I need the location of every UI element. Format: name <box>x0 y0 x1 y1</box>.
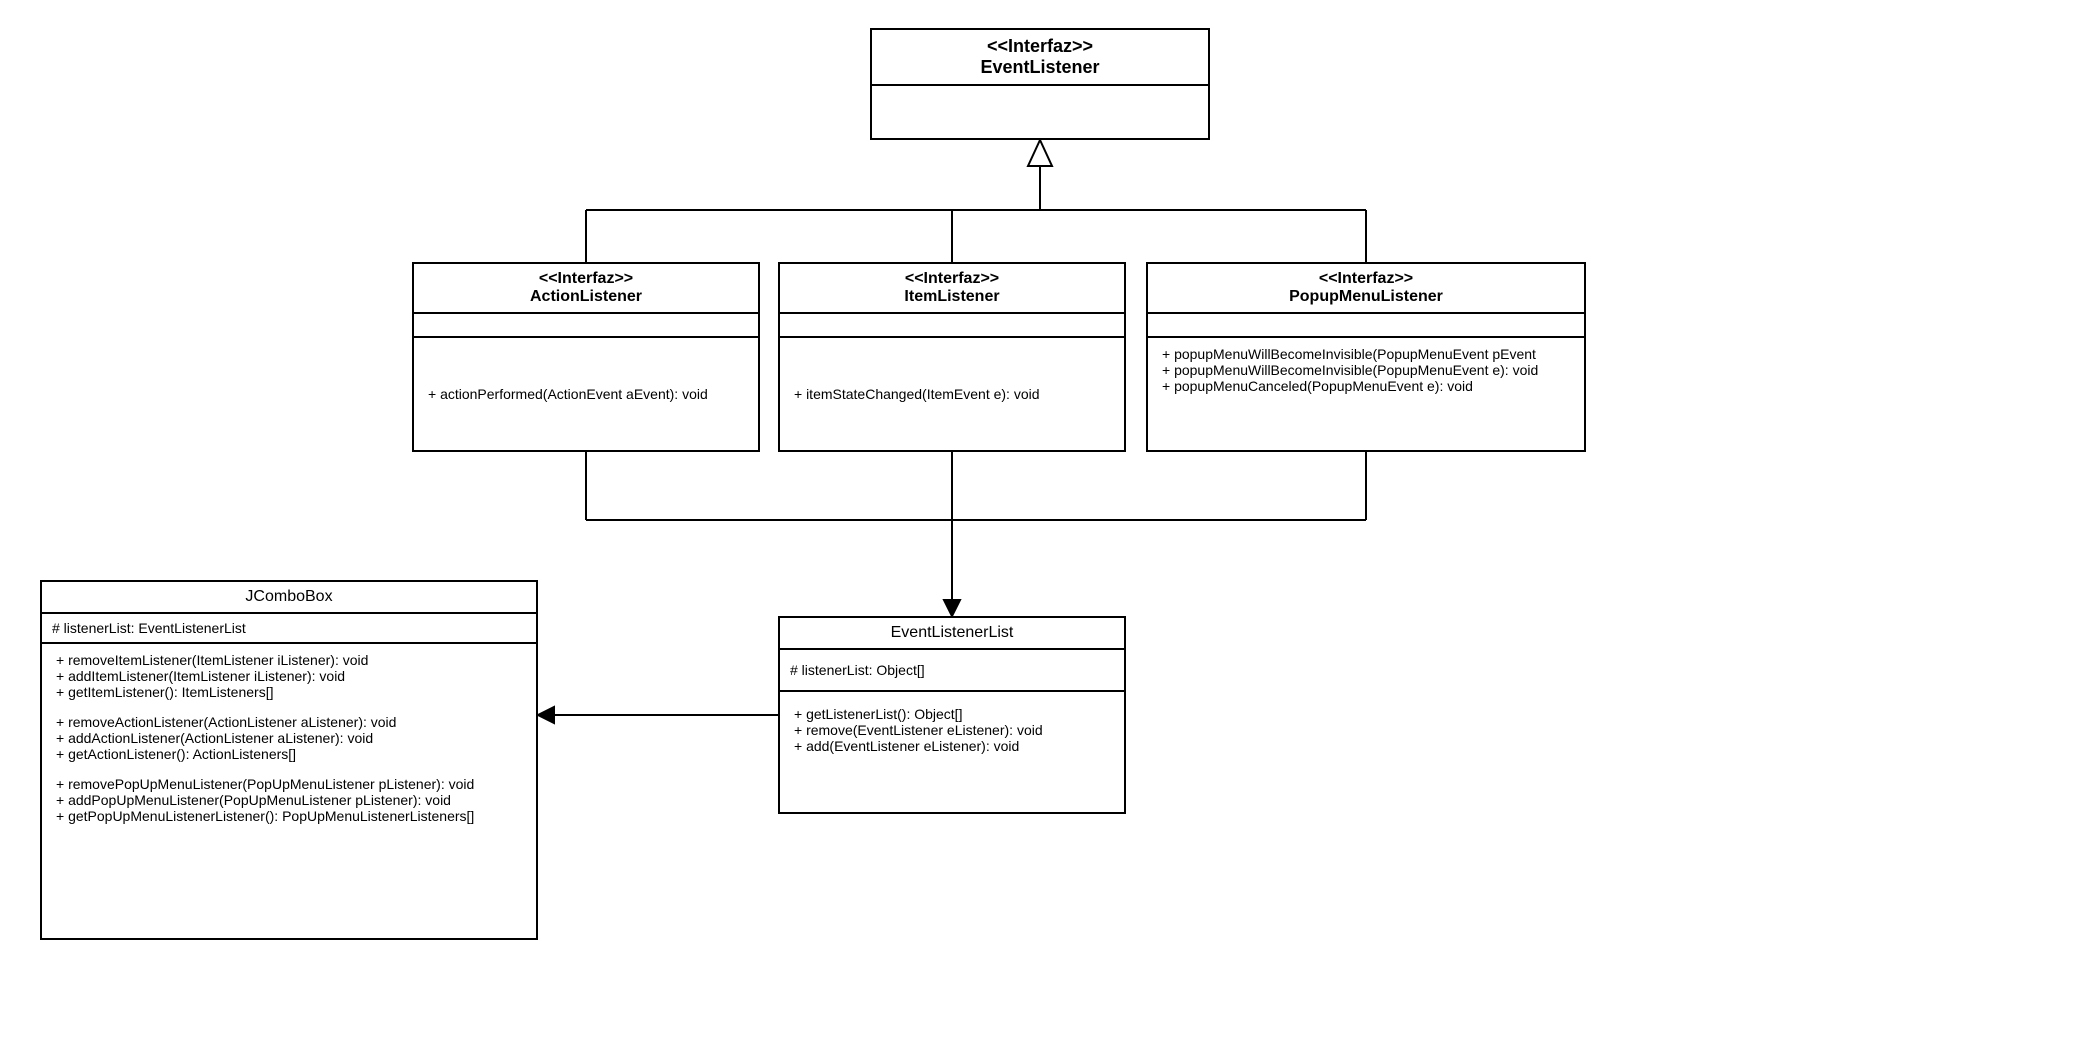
generalization-edges <box>586 140 1366 262</box>
attr-row: # listenerList: EventListenerList <box>52 620 526 636</box>
node-event-listener-list: EventListenerList # listenerList: Object… <box>778 616 1126 814</box>
listeners-to-list-edges <box>586 452 1366 616</box>
op-row: + actionPerformed(ActionEvent aEvent): v… <box>428 386 744 402</box>
op-row: + getPopUpMenuListenerListener(): PopUpM… <box>56 808 522 824</box>
op-row: + add(EventListener eListener): void <box>794 738 1110 754</box>
node-attrs <box>780 314 1124 338</box>
op-row: + addItemListener(ItemListener iListener… <box>56 668 522 684</box>
node-ops: + removeItemListener(ItemListener iListe… <box>42 644 536 938</box>
op-row: + removeItemListener(ItemListener iListe… <box>56 652 522 668</box>
node-header: <<Interfaz>> PopupMenuListener <box>1148 264 1584 314</box>
op-row: + itemStateChanged(ItemEvent e): void <box>794 386 1110 402</box>
class-name: ItemListener <box>788 288 1116 306</box>
op-row: + popupMenuWillBecomeInvisible(PopupMenu… <box>1162 362 1570 378</box>
stereotype-label: <<Interfaz>> <box>422 270 750 288</box>
op-row: + addActionListener(ActionListener aList… <box>56 730 522 746</box>
node-ops: + itemStateChanged(ItemEvent e): void <box>780 338 1124 450</box>
node-attrs <box>414 314 758 338</box>
class-name: EventListener <box>880 57 1200 78</box>
list-to-jcombo-edge <box>538 707 778 723</box>
op-row: + popupMenuCanceled(PopupMenuEvent e): v… <box>1162 378 1570 394</box>
node-popup-listener: <<Interfaz>> PopupMenuListener + popupMe… <box>1146 262 1586 452</box>
class-name: ActionListener <box>422 288 750 306</box>
class-name: PopupMenuListener <box>1156 288 1576 306</box>
node-attrs: # listenerList: EventListenerList <box>42 614 536 644</box>
attr-row: # listenerList: Object[] <box>790 662 1114 678</box>
op-row: + getActionListener(): ActionListeners[] <box>56 746 522 762</box>
node-body <box>872 86 1208 138</box>
stereotype-label: <<Interfaz>> <box>1156 270 1576 288</box>
op-row: + popupMenuWillBecomeInvisible(PopupMenu… <box>1162 346 1570 362</box>
class-name: JComboBox <box>50 588 528 606</box>
node-attrs: # listenerList: Object[] <box>780 650 1124 692</box>
node-header: <<Interfaz>> EventListener <box>872 30 1208 86</box>
stereotype-label: <<Interfaz>> <box>880 36 1200 57</box>
op-row: + remove(EventListener eListener): void <box>794 722 1110 738</box>
uml-canvas: <<Interfaz>> EventListener <<Interfaz>> … <box>0 0 2080 1038</box>
node-header: <<Interfaz>> ActionListener <box>414 264 758 314</box>
class-name: EventListenerList <box>788 624 1116 642</box>
node-header: <<Interfaz>> ItemListener <box>780 264 1124 314</box>
op-row: + removeActionListener(ActionListener aL… <box>56 714 522 730</box>
node-item-listener: <<Interfaz>> ItemListener + itemStateCha… <box>778 262 1126 452</box>
op-row: + removePopUpMenuListener(PopUpMenuListe… <box>56 776 522 792</box>
op-row: + addPopUpMenuListener(PopUpMenuListener… <box>56 792 522 808</box>
spacer <box>56 762 522 776</box>
node-jcombobox: JComboBox # listenerList: EventListenerL… <box>40 580 538 940</box>
op-row: + getListenerList(): Object[] <box>794 706 1110 722</box>
node-attrs <box>1148 314 1584 338</box>
node-ops: + popupMenuWillBecomeInvisible(PopupMenu… <box>1148 338 1584 450</box>
node-header: EventListenerList <box>780 618 1124 650</box>
node-ops: + actionPerformed(ActionEvent aEvent): v… <box>414 338 758 450</box>
stereotype-label: <<Interfaz>> <box>788 270 1116 288</box>
node-ops: + getListenerList(): Object[] + remove(E… <box>780 692 1124 812</box>
node-header: JComboBox <box>42 582 536 614</box>
spacer <box>56 700 522 714</box>
node-action-listener: <<Interfaz>> ActionListener + actionPerf… <box>412 262 760 452</box>
node-event-listener: <<Interfaz>> EventListener <box>870 28 1210 140</box>
op-row: + getItemListener(): ItemListeners[] <box>56 684 522 700</box>
